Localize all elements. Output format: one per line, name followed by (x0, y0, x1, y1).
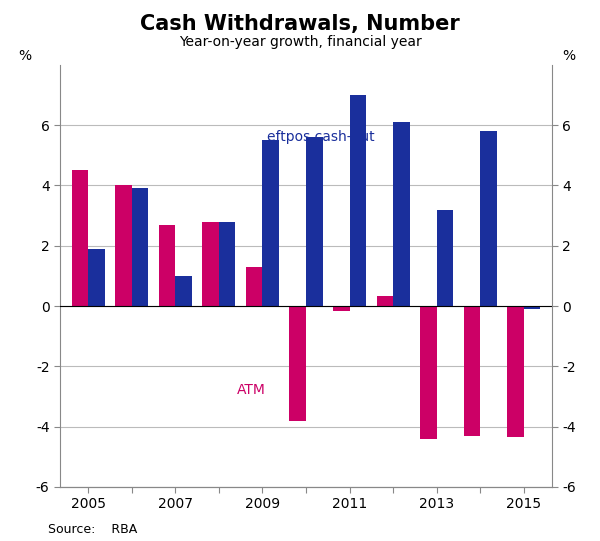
Bar (289, 306, 306, 420)
Bar (507, 306, 524, 437)
Bar (88, 249, 105, 306)
Bar (115, 186, 132, 306)
Bar (175, 276, 192, 306)
Bar (464, 306, 480, 436)
Text: %: % (18, 49, 31, 63)
Bar (159, 225, 175, 306)
Bar (437, 209, 453, 306)
Bar (393, 122, 410, 306)
Bar (350, 95, 366, 306)
Bar (246, 267, 262, 306)
Text: Year-on-year growth, financial year: Year-on-year growth, financial year (179, 35, 421, 49)
Text: eftpos cash-out: eftpos cash-out (266, 130, 374, 144)
Bar (202, 222, 219, 306)
Text: %: % (562, 49, 575, 63)
Bar (306, 137, 323, 306)
Bar (72, 170, 88, 306)
Bar (219, 222, 235, 306)
Bar (420, 306, 437, 439)
Bar (262, 140, 279, 306)
Bar (377, 295, 393, 306)
Bar (524, 306, 540, 309)
Bar (132, 188, 148, 306)
Text: Source:    RBA: Source: RBA (48, 523, 137, 536)
Text: ATM: ATM (237, 383, 266, 397)
Bar (333, 306, 350, 311)
Bar (480, 131, 497, 306)
Text: Cash Withdrawals, Number: Cash Withdrawals, Number (140, 14, 460, 34)
